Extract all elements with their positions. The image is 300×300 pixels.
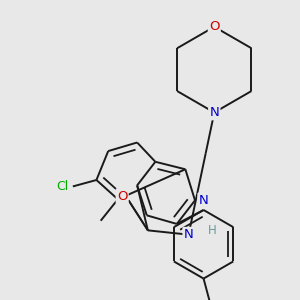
Text: H: H [208, 224, 217, 237]
Text: N: N [199, 194, 208, 207]
Text: O: O [209, 20, 220, 33]
Text: N: N [184, 228, 194, 241]
Text: O: O [117, 190, 128, 202]
Text: N: N [209, 106, 219, 119]
Text: Cl: Cl [56, 180, 68, 193]
